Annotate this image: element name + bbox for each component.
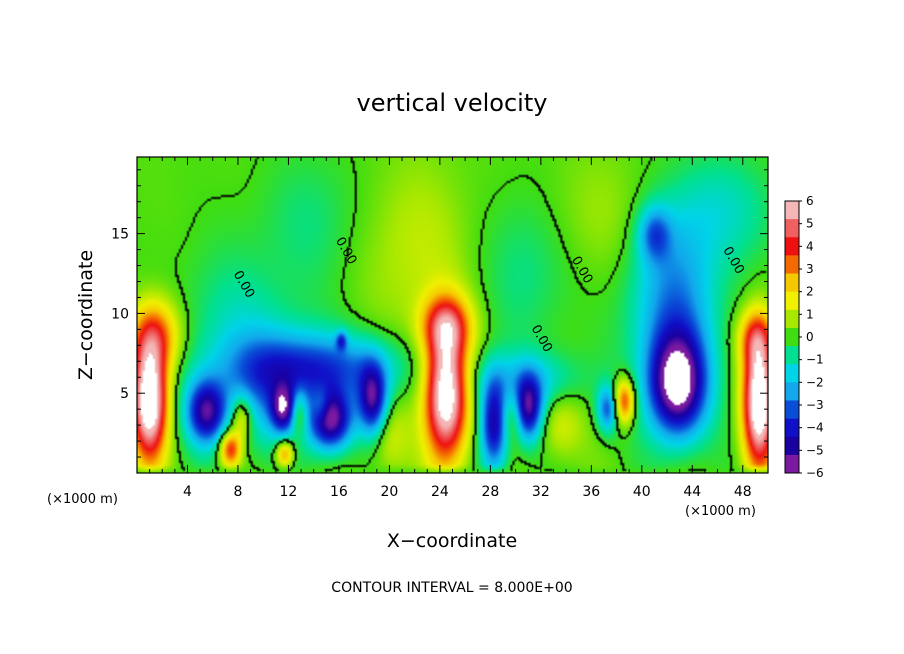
x-tick-label: 16 (330, 484, 348, 500)
x-axis-ticks: 4 8 12 16 20 24 28 32 36 40 44 48 (149, 157, 756, 500)
colorbar-label: −1 (806, 353, 824, 367)
vertical-velocity-field (137, 157, 768, 473)
y-tick-label: 5 (120, 386, 129, 402)
x-tick-label: 44 (683, 484, 701, 500)
x-tick-label: 8 (233, 484, 242, 500)
colorbar-label: 5 (806, 217, 814, 231)
colorbar-swatch (785, 454, 799, 474)
x-axis-units: (×1000 m) (685, 504, 756, 519)
chart-title: vertical velocity (357, 89, 548, 117)
colorbar-swatch (785, 436, 799, 456)
colorbar-swatch (785, 201, 799, 220)
colorbar-label: −2 (806, 375, 824, 389)
x-tick-label: 4 (183, 484, 192, 500)
plot-area: 0.000.000.000.00 0.00 4 8 12 16 20 24 28 32 36 40 4… (111, 156, 769, 500)
y-tick-label: 10 (111, 306, 129, 322)
x-tick-label: 36 (582, 484, 600, 500)
x-tick-label: 40 (633, 484, 651, 500)
colorbar-swatch (785, 346, 799, 365)
x-tick-label: 48 (734, 484, 752, 500)
colorbar-swatch (785, 309, 799, 329)
colorbar-swatch (785, 364, 799, 383)
colorbar-label: 0 (806, 330, 814, 344)
colorbar-swatch (785, 273, 799, 292)
colorbar-label: 1 (806, 307, 814, 321)
x-tick-label: 20 (380, 484, 398, 500)
x-tick-label: 24 (431, 484, 449, 500)
colorbar-label: 6 (806, 194, 814, 208)
colorbar-label: −3 (806, 398, 824, 412)
colorbar-swatch (785, 382, 799, 401)
y-axis-units: (×1000 m) (47, 492, 118, 507)
x-axis-label: X−coordinate (387, 530, 517, 552)
colorbar-swatch (785, 327, 799, 347)
colorbar-swatch (785, 418, 799, 438)
y-axis-label: Z−coordinate (75, 250, 97, 380)
colorbar-label: 4 (806, 239, 814, 253)
y-tick-label: 15 (111, 227, 129, 243)
colorbar-swatch (785, 400, 799, 419)
y-axis-ticks: 5 10 15 (111, 169, 768, 458)
contour-interval-note: CONTOUR INTERVAL = 8.000E+00 (331, 580, 572, 596)
colorbar-label: 3 (806, 262, 814, 276)
colorbar-label: −5 (806, 443, 824, 457)
colorbar-swatch (785, 291, 799, 311)
colorbar-swatch (785, 237, 799, 256)
x-tick-label: 32 (532, 484, 550, 500)
x-tick-label: 12 (280, 484, 298, 500)
colorbar-swatch (785, 219, 799, 238)
colorbar-label: −4 (806, 421, 824, 435)
colorbar-label: −6 (806, 466, 824, 480)
colorbar: 6 5 4 3 2 1 0 −1 −2 −3 −4 −5 −6 (784, 194, 824, 480)
x-tick-label: 28 (481, 484, 499, 500)
colorbar-label: 2 (806, 285, 814, 299)
colorbar-swatch (785, 255, 799, 274)
